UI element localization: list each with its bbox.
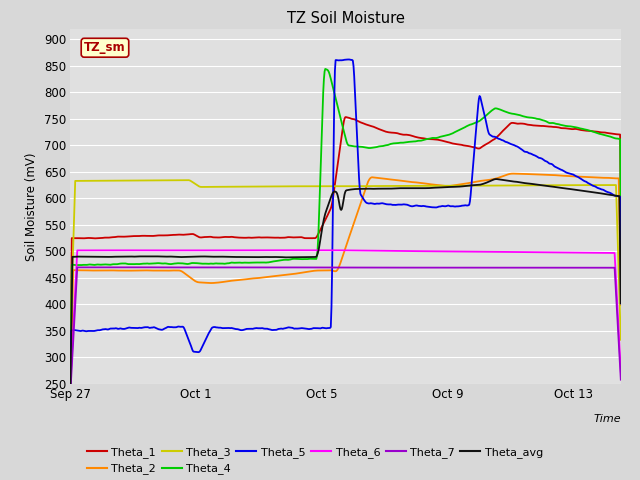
Theta_5 [484, 130, 492, 135]
Theta_avg [484, 179, 492, 185]
Theta_5 [67, 390, 74, 396]
Theta_6 [484, 249, 492, 255]
Legend: Theta_1, Theta_2, Theta_3, Theta_4, Theta_5, Theta_6, Theta_7, Theta_avg: Theta_1, Theta_2, Theta_3, Theta_4, Thet… [87, 447, 543, 474]
Line: Theta_5: Theta_5 [70, 60, 621, 393]
Theta_4 [67, 388, 74, 394]
Theta_6 [67, 381, 74, 386]
Theta_2 [617, 302, 625, 308]
Theta_avg [417, 185, 425, 191]
Theta_avg [492, 176, 500, 182]
Theta_3 [67, 335, 74, 340]
Theta_5 [100, 326, 108, 332]
Theta_6 [323, 247, 330, 253]
Theta_6 [541, 250, 549, 255]
Y-axis label: Soil Moisture (mV): Soil Moisture (mV) [26, 152, 38, 261]
Theta_7 [100, 264, 108, 270]
Theta_5 [387, 202, 395, 207]
Theta_avg [100, 254, 108, 260]
Theta_3 [387, 183, 395, 189]
Theta_1 [401, 132, 409, 138]
Theta_4 [100, 262, 108, 267]
Line: Theta_4: Theta_4 [70, 69, 621, 391]
Theta_5 [541, 158, 549, 164]
Theta_7 [617, 377, 625, 383]
Theta_avg [401, 185, 408, 191]
Theta_3 [541, 182, 549, 188]
Line: Theta_7: Theta_7 [70, 267, 621, 392]
Theta_2 [417, 180, 425, 186]
Line: Theta_6: Theta_6 [70, 250, 621, 384]
Theta_4 [541, 118, 549, 124]
Theta_7 [484, 265, 492, 271]
Theta_2 [401, 178, 408, 184]
Theta_avg [617, 300, 625, 306]
Theta_7 [401, 265, 409, 271]
Theta_2 [484, 177, 492, 183]
Theta_1 [100, 235, 108, 240]
Text: TZ_sm: TZ_sm [84, 41, 126, 54]
Theta_4 [484, 110, 492, 116]
Theta_6 [617, 369, 625, 374]
Theta_4 [617, 231, 625, 237]
Theta_2 [541, 172, 549, 178]
Theta_2 [100, 267, 108, 273]
Theta_7 [67, 389, 74, 395]
Theta_avg [386, 186, 394, 192]
Theta_3 [100, 178, 108, 184]
Line: Theta_avg: Theta_avg [70, 179, 621, 387]
Theta_6 [418, 248, 426, 254]
Theta_1 [541, 123, 549, 129]
Title: TZ Soil Moisture: TZ Soil Moisture [287, 11, 404, 26]
Theta_3 [617, 337, 625, 343]
Theta_2 [386, 177, 394, 182]
Theta_6 [387, 248, 395, 254]
Text: Time: Time [593, 414, 621, 424]
Theta_4 [387, 141, 395, 147]
Line: Theta_3: Theta_3 [70, 180, 621, 340]
Line: Theta_1: Theta_1 [70, 117, 621, 377]
Theta_5 [344, 57, 352, 62]
Theta_3 [418, 183, 426, 189]
Theta_1 [484, 140, 492, 146]
Theta_4 [418, 138, 426, 144]
Theta_1 [67, 374, 74, 380]
Theta_5 [418, 204, 426, 209]
Theta_6 [401, 248, 409, 254]
Theta_1 [387, 130, 395, 135]
Theta_3 [401, 183, 409, 189]
Theta_4 [321, 66, 329, 72]
Theta_7 [418, 265, 426, 271]
Line: Theta_2: Theta_2 [70, 174, 621, 393]
Theta_5 [617, 300, 625, 306]
Theta_avg [67, 384, 74, 390]
Theta_1 [342, 114, 350, 120]
Theta_6 [100, 248, 108, 253]
Theta_avg [541, 183, 549, 189]
Theta_5 [401, 202, 409, 207]
Theta_1 [617, 227, 625, 233]
Theta_7 [387, 265, 395, 271]
Theta_4 [401, 140, 409, 145]
Theta_3 [484, 183, 492, 189]
Theta_2 [67, 390, 74, 396]
Theta_2 [509, 171, 516, 177]
Theta_7 [153, 264, 161, 270]
Theta_3 [184, 177, 192, 183]
Theta_1 [418, 135, 426, 141]
Theta_7 [541, 265, 549, 271]
